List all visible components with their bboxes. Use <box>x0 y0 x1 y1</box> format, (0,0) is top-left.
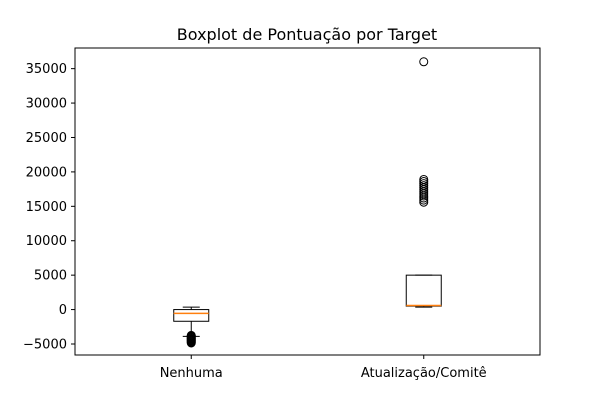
outlier-point <box>419 57 429 67</box>
chart-title: Boxplot de Pontuação por Target <box>177 25 437 44</box>
box-2 <box>405 57 442 308</box>
y-tick-label: 25000 <box>26 131 67 146</box>
boxes-group <box>173 57 442 348</box>
x-tick-label: Atualização/Comitê <box>361 366 487 381</box>
outlier-point <box>419 179 429 189</box>
outlier-point <box>186 338 196 348</box>
y-tick-label: 0 <box>59 303 67 318</box>
plot-area-frame <box>74 47 541 356</box>
iqr-box <box>405 274 442 307</box>
y-axis: −5000 0 5000 10000 15000 20000 25000 30000 35000 <box>23 62 75 352</box>
y-tick-label: 35000 <box>26 62 67 77</box>
iqr-box <box>173 309 210 322</box>
y-tick-label: 5000 <box>34 269 67 284</box>
outlier-point <box>419 181 429 191</box>
x-tick-label: Nenhuma <box>160 366 223 381</box>
y-tick-label: 20000 <box>26 165 67 180</box>
y-tick-label: 30000 <box>26 97 67 112</box>
y-tick-label: 15000 <box>26 200 67 215</box>
x-axis: Nenhuma Atualização/Comitê <box>160 355 487 381</box>
y-tick-label: −5000 <box>23 337 67 352</box>
y-tick-label: 10000 <box>26 234 67 249</box>
outlier-point <box>419 174 429 184</box>
box-1 <box>173 306 210 348</box>
outlier-point <box>419 177 429 187</box>
